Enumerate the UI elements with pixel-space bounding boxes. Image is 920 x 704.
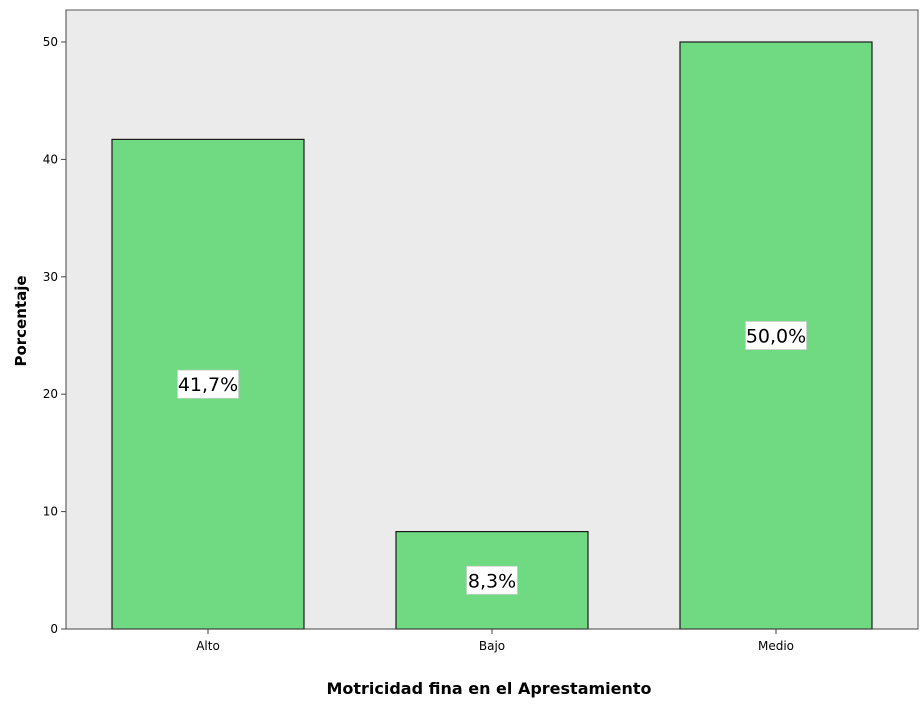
data-labels-layer: 41,7% 8,3% 50,0% <box>177 321 807 595</box>
y-axis-title: Porcentaje <box>12 275 30 366</box>
y-tick-label: 50 <box>43 35 58 49</box>
y-tick-label: 0 <box>50 622 58 636</box>
data-label: 41,7% <box>178 374 238 396</box>
data-label: 50,0% <box>746 326 806 348</box>
data-label-box <box>745 321 807 350</box>
data-label-box <box>466 565 518 595</box>
x-tick-label: Alto <box>196 639 220 653</box>
data-label: 8,3% <box>468 570 516 592</box>
y-tick-label: 20 <box>43 387 58 401</box>
y-tick-label: 10 <box>43 505 58 519</box>
x-tick-label: Medio <box>758 639 794 653</box>
y-tick-label: 40 <box>43 152 58 166</box>
data-label-box <box>177 369 239 399</box>
y-tick-label: 30 <box>43 270 58 284</box>
axis-layer: 0 10 20 30 40 50 Alto Bajo Medio <box>43 10 918 653</box>
x-axis-title: Motricidad fina en el Aprestamiento <box>326 679 651 698</box>
x-tick-label: Bajo <box>479 639 505 653</box>
